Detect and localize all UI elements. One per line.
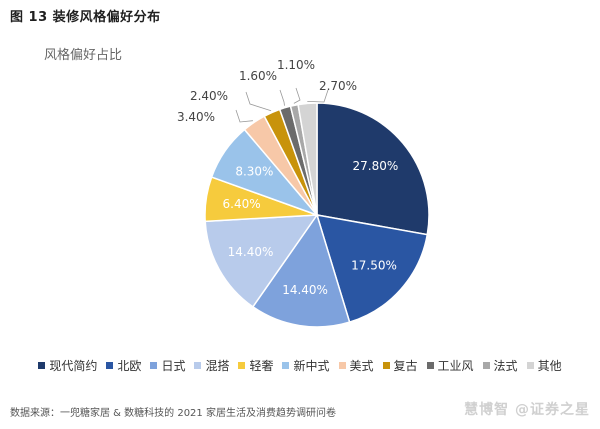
legend-item-4: 轻奢 [238,357,273,374]
legend-label-3: 混搭 [205,359,230,373]
legend-swatch-0 [38,362,46,369]
legend-item-10: 其他 [526,357,562,374]
pie-slice-0 [316,102,430,236]
legend-swatch-8 [426,362,434,369]
legend-swatch-6 [338,362,346,369]
legend-label-9: 法式 [493,359,518,373]
pie-slice-3 [204,214,319,308]
legend-swatch-7 [382,362,390,369]
legend-label-1: 北欧 [117,359,142,373]
legend-swatch-9 [482,362,490,369]
legend-label-8: 工业风 [437,359,474,373]
legend-item-1: 北欧 [106,357,141,374]
pie-chart: 27.80% 17.50% 14.40% 14.40% 6.40% 8.30% 3.40% 2… [177,58,430,328]
legend-label-4: 轻奢 [249,359,274,373]
legend-item-3: 混搭 [194,357,229,374]
legend-swatch-3 [194,362,202,369]
legend-label-7: 复古 [393,359,418,373]
legend-item-0: 现代简约 [38,357,97,374]
pie-slice-10 [297,102,318,216]
data-source-note: 数据来源：一兜糖家居 & 数糖科技的 2021 家居生活及消费趋势调研问卷 [10,408,336,419]
legend-label-2: 日式 [161,359,186,373]
legend-label-0: 现代简约 [49,359,98,373]
legend-swatch-5 [282,362,290,369]
legend-label-5: 新中式 [293,359,330,373]
legend-item-7: 复古 [382,357,418,374]
slice-label-7: 2.40% [190,89,228,103]
slice-label-0: 27.80% [353,159,399,173]
slice-label-10: 2.70% [319,79,357,93]
slice-label-2: 14.40% [282,283,328,297]
legend-item-8: 工业风 [426,357,474,374]
legend-swatch-1 [106,362,114,369]
leader-line-9 [293,87,301,104]
legend-item-9: 法式 [482,357,518,374]
slice-label-8: 1.60% [239,69,277,83]
legend-item-6: 美式 [338,357,374,374]
legend-item-2: 日式 [150,357,185,374]
leader-line-8 [279,89,285,106]
slice-label-5: 8.30% [235,165,273,179]
slice-label-3: 14.40% [228,245,274,259]
slice-label-6: 3.40% [177,110,215,124]
slice-label-1: 17.50% [351,259,397,273]
leader-line-6 [235,109,253,123]
legend-swatch-4 [238,362,246,369]
legend-label-10: 其他 [537,359,562,373]
legend-item-5: 新中式 [282,357,330,374]
pie-slice-1 [315,214,429,324]
legend-label-6: 美式 [349,359,374,373]
legend-swatch-2 [150,362,158,369]
slice-label-4: 6.40% [223,197,261,211]
pie-slice-2 [251,213,351,328]
chart-legend: 现代简约 北欧 日式 混搭 轻奢 新中式 美式 复古 工业风 法式 其他 [0,357,600,374]
figure-title: 图 13 装修风格偏好分布 [10,10,161,25]
legend-swatch-10 [526,362,534,369]
leader-line-10 [307,89,329,103]
chart-title: 风格偏好占比 [44,48,123,63]
watermark: 慧博智 @证券之星 [464,402,590,418]
slice-label-9: 1.10% [277,58,315,72]
leader-line-7 [245,91,272,112]
